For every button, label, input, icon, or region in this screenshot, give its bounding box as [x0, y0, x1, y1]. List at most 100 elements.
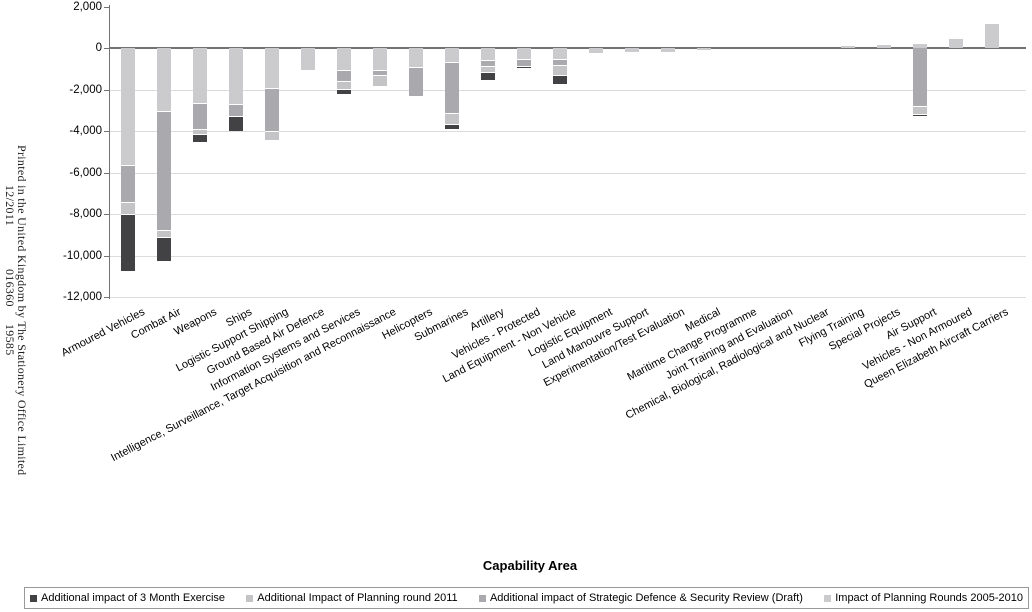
bar-segment: [193, 48, 207, 104]
gridline: [110, 172, 1026, 174]
imprint-code: 016360: [3, 269, 17, 308]
bar-segment: [409, 48, 423, 68]
bar-segment: [121, 201, 135, 215]
bar-segment: [337, 70, 351, 81]
y-axis-label: -12,000: [62, 291, 102, 303]
bar-segment: [553, 75, 567, 84]
bar-segment: [481, 72, 495, 80]
printer-imprint-text: Printed in the United Kingdom by The Sta…: [15, 145, 29, 476]
y-tick: [104, 214, 110, 216]
bar-segment: [193, 129, 207, 135]
bar-segment: [337, 88, 351, 94]
bar-segment: [121, 214, 135, 272]
bar-segment: [445, 112, 459, 125]
imprint-code: 19585: [3, 324, 17, 356]
imprint-code: 12/2011: [3, 185, 17, 226]
bar-segment: [985, 23, 999, 49]
gridline: [110, 255, 1026, 257]
bar-segment: [373, 75, 387, 86]
bar-segment: [229, 115, 243, 132]
bar-segment: [625, 48, 639, 52]
bar-segment: [265, 87, 279, 132]
bar-segment: [157, 110, 171, 230]
y-axis-label: -8,000: [69, 208, 102, 221]
bar-segment: [517, 48, 531, 59]
legend-swatch-icon: [30, 594, 37, 602]
legend-swatch-icon: [246, 594, 254, 602]
bar-segment: [445, 61, 459, 113]
gridline: [110, 214, 1026, 216]
bar-segment: [481, 66, 495, 73]
y-tick: [104, 255, 110, 257]
y-axis-label: -10,000: [62, 249, 102, 262]
chart-legend: Additional impact of 3 Month Exercise Add…: [24, 587, 1029, 609]
y-axis-label: -4,000: [69, 125, 102, 138]
y-tick: [104, 172, 110, 174]
bar-segment: [877, 45, 891, 49]
bar-segment: [193, 103, 207, 130]
gridline: [110, 297, 1026, 298]
x-axis-title: Capability Area: [482, 558, 578, 573]
legend-item: Additional impact of 3 Month Exercise: [30, 592, 225, 604]
y-axis-line: [109, 5, 110, 299]
legend-item: Additional impact of Strategic Defence &…: [478, 592, 803, 604]
y-axis-label: -2,000: [69, 83, 102, 96]
bar-segment: [121, 48, 135, 166]
bar-segment: [589, 48, 603, 53]
bar-segment: [445, 124, 459, 130]
bar-segment: [517, 58, 531, 67]
bar-segment: [373, 70, 387, 76]
bar-segment: [913, 48, 927, 107]
bar-segment: [193, 134, 207, 142]
y-tick: [104, 89, 110, 91]
legend-item: Additional Impact of Planning round 2011: [246, 592, 458, 604]
y-tick: [104, 131, 110, 133]
bar-segment: [661, 48, 675, 52]
bar-segment: [265, 131, 279, 140]
legend-label: Additional Impact of Planning round 2011: [257, 592, 458, 604]
bar-segment: [373, 48, 387, 71]
bar-segment: [913, 44, 927, 49]
bar-segment: [301, 48, 315, 71]
bar-segment: [481, 48, 495, 60]
y-tick: [104, 48, 110, 50]
bar-segment: [841, 46, 855, 49]
gridline: [110, 89, 1026, 91]
bar-segment: [553, 65, 567, 76]
bar-segment: [553, 48, 567, 59]
bar-segment: [229, 104, 243, 116]
legend-label: Additional impact of 3 Month Exercise: [41, 592, 226, 604]
bar-segment: [157, 48, 171, 111]
y-axis-label: 0: [95, 42, 102, 55]
bar-segment: [229, 48, 243, 105]
bar-segment: [157, 229, 171, 237]
y-axis-label: -6,000: [69, 166, 102, 179]
zero-line: [110, 47, 1026, 50]
bar-segment: [517, 66, 531, 69]
bar-segment: [445, 48, 459, 62]
legend-label: Impact of Planning Rounds 2005-2010: [835, 592, 1023, 604]
y-tick: [104, 297, 110, 298]
bar-segment: [409, 67, 423, 97]
bar-segment: [949, 39, 963, 49]
bar-segment: [697, 48, 711, 51]
gridline: [110, 131, 1026, 133]
bar-segment: [121, 165, 135, 202]
bar-segment: [481, 59, 495, 67]
bar-segment: [553, 58, 567, 65]
bar-segment: [337, 80, 351, 89]
legend-item: Impact of Planning Rounds 2005-2010: [824, 592, 1023, 604]
printer-imprint-codes: 12/2011 016360 19585: [2, 185, 17, 356]
legend-swatch-icon: [824, 594, 832, 602]
bar-segment: [157, 236, 171, 261]
bar-segment: [337, 48, 351, 71]
bar-segment: [265, 48, 279, 88]
legend-swatch-icon: [478, 594, 486, 602]
y-tick: [104, 7, 110, 8]
y-axis-label: 2,000: [73, 1, 102, 13]
legend-label: Additional impact of Strategic Defence &…: [489, 592, 803, 604]
bar-segment: [913, 113, 927, 116]
bar-segment: [913, 106, 927, 114]
